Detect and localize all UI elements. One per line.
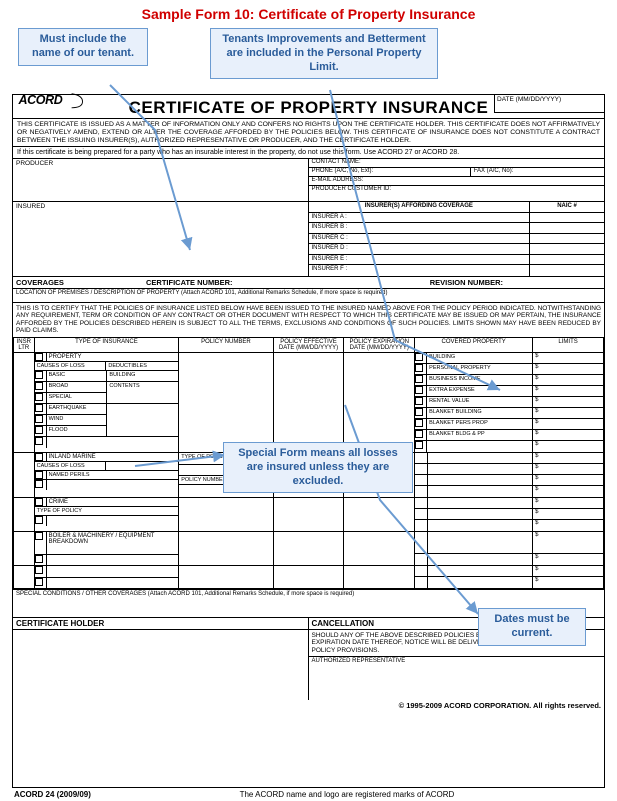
covered-item: BLANKET BUILDING — [427, 408, 532, 418]
property-label: PROPERTY — [47, 353, 179, 361]
cause-item: BASIC — [47, 371, 107, 381]
insurer-line: INSURER E : — [309, 255, 531, 265]
contact-email: E-MAIL ADDRESS: — [309, 177, 605, 186]
disclaimer: THIS CERTIFICATE IS ISSUED AS A MATTER O… — [13, 118, 604, 146]
th-insr: INSR LTR — [14, 337, 35, 352]
th-covprop: COVERED PROPERTY — [415, 337, 533, 352]
insurer-line: INSURER A : — [309, 213, 531, 223]
cause-item: SPECIAL — [47, 393, 107, 403]
auth-rep: AUTHORIZED REPRESENTATIVE — [309, 656, 605, 682]
contact-fax: FAX (A/C, No): — [471, 168, 514, 176]
type-of-policy2-label: TYPE OF POLICY — [35, 506, 179, 515]
contact-box: CONTACT NAME: PHONE (A/C, No, Ext): FAX … — [309, 159, 605, 201]
causes-label: CAUSES OF LOSS — [35, 362, 107, 370]
insured-box: INSURED — [13, 202, 309, 276]
th-exp: POLICY EXPIRATION DATE (MM/DD/YYYY) — [344, 337, 415, 352]
coverages-header-row: COVERAGES CERTIFICATE NUMBER: REVISION N… — [13, 276, 604, 288]
limit-cell: $ — [533, 397, 603, 408]
th-type: TYPE OF INSURANCE — [34, 337, 179, 352]
limit-cell: $ — [533, 419, 603, 430]
insured-insurers-row: INSURED INSURER(S) AFFORDING COVERAGE NA… — [13, 201, 604, 276]
contact-custid: PRODUCER CUSTOMER ID: — [309, 186, 605, 195]
insurer-line: INSURER D : — [309, 244, 531, 254]
acord-form: ACORD DATE (MM/DD/YYYY) CERTIFICATE OF P… — [12, 94, 605, 788]
blank-row — [14, 565, 604, 588]
cause-item: BROAD — [47, 382, 107, 392]
cert-holder-label: CERTIFICATE HOLDER — [13, 618, 309, 629]
limit-cell: $ — [533, 408, 603, 419]
boiler-label: BOILER & MACHINERY / EQUIPMENT BREAKDOWN — [47, 532, 179, 554]
callout-dates: Dates must be current. — [478, 608, 586, 646]
naic-label: NAIC # — [530, 202, 604, 212]
deductibles-label: DEDUCTIBLES — [106, 362, 178, 370]
certify-text: THIS IS TO CERTIFY THAT THE POLICIES OF … — [13, 302, 604, 337]
boiler-row: BOILER & MACHINERY / EQUIPMENT BREAKDOWN — [14, 531, 604, 565]
insurable-note: If this certificate is being prepared fo… — [13, 146, 604, 158]
cert-number-label: CERTIFICATE NUMBER: — [143, 277, 427, 288]
insurer-line: INSURER C : — [309, 234, 531, 244]
property-row: PROPERTY CAUSES OF LOSS DEDUCTIBLES BASI… — [14, 352, 604, 452]
coverages-label: COVERAGES — [13, 277, 143, 288]
copyright: © 1995-2009 ACORD CORPORATION. All right… — [13, 700, 604, 711]
causes2-label: CAUSES OF LOSS — [35, 462, 107, 470]
insurers-box: INSURER(S) AFFORDING COVERAGE NAIC # INS… — [309, 202, 605, 276]
limit-cell: $ — [533, 364, 603, 375]
callout-tib: Tenants Improvements and Betterment are … — [210, 28, 438, 79]
contact-phone: PHONE (A/C, No, Ext): — [312, 168, 471, 176]
crime-row: CRIME TYPE OF POLICY — [14, 497, 604, 531]
th-policy: POLICY NUMBER — [179, 337, 273, 352]
contact-phone-fax: PHONE (A/C, No, Ext): FAX (A/C, No): — [309, 168, 605, 177]
producer-contact-row: PRODUCER CONTACT NAME: PHONE (A/C, No, E… — [13, 158, 604, 201]
rev-number-label: REVISION NUMBER: — [427, 277, 604, 288]
callout-tenant: Must include the name of our tenant. — [18, 28, 148, 66]
deductible-item: CONTENTS — [107, 381, 178, 403]
svg-text:ACORD: ACORD — [18, 93, 63, 107]
limit-cell: $ — [533, 353, 603, 364]
date-box: DATE (MM/DD/YYYY) — [494, 95, 604, 113]
limit-cell: $ — [533, 386, 603, 397]
covered-item: BLANKET PERS PROP — [427, 419, 532, 429]
covered-item — [427, 441, 532, 452]
callout-special: Special Form means all losses are insure… — [223, 442, 413, 493]
contact-name: CONTACT NAME: — [309, 159, 605, 168]
limit-cell: $ — [533, 375, 603, 386]
cause-item: WIND — [47, 415, 107, 425]
cause-item: FLOOD — [47, 426, 107, 436]
deductible-item: BUILDING — [107, 370, 178, 381]
acord-logo: ACORD — [17, 89, 95, 111]
insurer-line: INSURER B : — [309, 223, 531, 233]
covered-item: EXTRA EXPENSE — [427, 386, 532, 396]
th-eff: POLICY EFFECTIVE DATE (MM/DD/YYYY) — [273, 337, 344, 352]
form-number: ACORD 24 (2009/09) — [14, 790, 91, 799]
crime-label: CRIME — [47, 498, 179, 506]
bottom-acknowledgement: ACORD 24 (2009/09) The ACORD name and lo… — [0, 790, 617, 799]
producer-box: PRODUCER — [13, 159, 309, 201]
sample-form-title: Sample Form 10: Certificate of Property … — [0, 0, 617, 24]
covered-item: RENTAL VALUE — [427, 397, 532, 407]
covered-item: BUILDING — [427, 353, 532, 363]
covered-item: BUSINESS INCOME — [427, 375, 532, 385]
th-limits: LIMITS — [533, 337, 604, 352]
trademark-note: The ACORD name and logo are registered m… — [240, 790, 455, 799]
named-perils-label: NAMED PERILS — [47, 471, 179, 479]
location-box: LOCATION OF PREMISES / DESCRIPTION OF PR… — [13, 288, 604, 302]
cause-item: EARTHQUAKE — [47, 404, 107, 414]
inland-marine-label: INLAND MARINE — [47, 453, 179, 461]
covered-item: BLANKET BLDG & PP — [427, 430, 532, 440]
insurer-line: INSURER F : — [309, 265, 531, 276]
insurers-affording: INSURER(S) AFFORDING COVERAGE — [309, 202, 531, 212]
limit-cell: $ — [533, 441, 603, 452]
cert-holder-box — [13, 630, 309, 700]
covered-item: PERSONAL PROPERTY — [427, 364, 532, 374]
limit-cell: $ — [533, 430, 603, 441]
